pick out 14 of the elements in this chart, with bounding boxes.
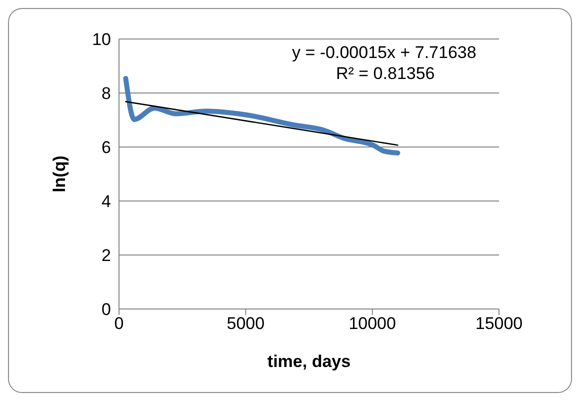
y-tick-label: 4 (102, 192, 111, 212)
x-tick-label: 0 (114, 314, 124, 334)
y-tick-label: 6 (102, 138, 111, 158)
y-tick-label: 0 (102, 300, 111, 320)
annotation: y = -0.00015x + 7.71638 (292, 43, 476, 63)
y-tick-label: 10 (92, 30, 111, 50)
x-axis-title: time, days (267, 352, 351, 371)
x-tick-label: 5000 (226, 314, 265, 334)
y-axis-title: ln(q) (50, 156, 70, 192)
annotation: R² = 0.81356 (336, 64, 435, 84)
y-tick-label: 2 (102, 246, 111, 266)
x-tick-label: 15000 (475, 314, 523, 334)
y-tick-label: 8 (102, 84, 111, 104)
x-tick-label: 10000 (348, 314, 396, 334)
